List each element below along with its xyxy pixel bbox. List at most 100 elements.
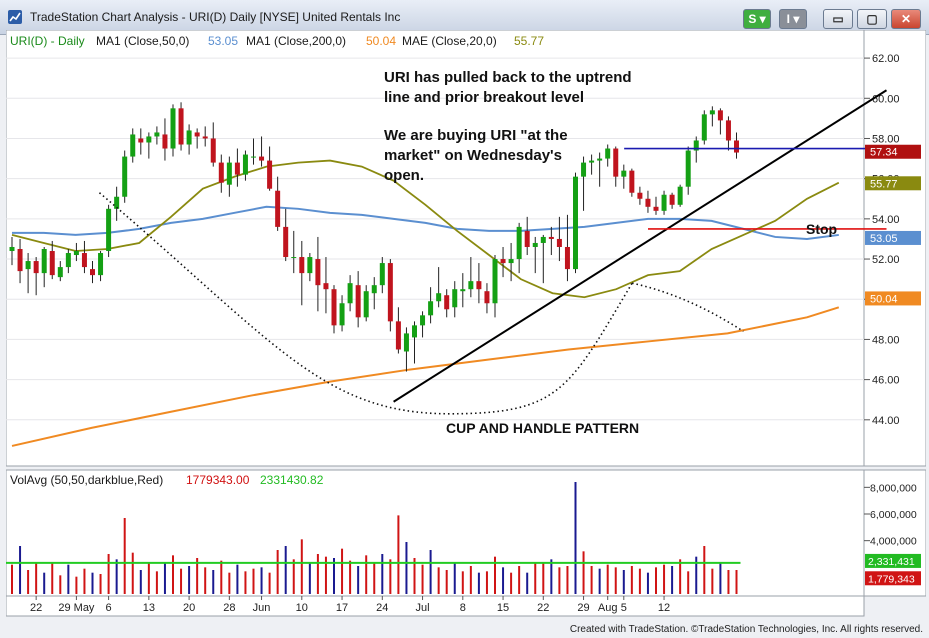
candle-body — [484, 291, 490, 304]
legend-mae-value: 55.77 — [514, 34, 544, 48]
ma200-value-badge-bg — [865, 291, 921, 306]
date-tick-label: 22 — [30, 602, 42, 614]
candle-body — [725, 120, 731, 141]
candle-body — [146, 136, 152, 143]
price-tick-label: 54.00 — [872, 214, 900, 226]
candle-body — [194, 132, 200, 137]
candle-body — [25, 261, 31, 270]
candle-body — [508, 259, 514, 264]
candle-body — [9, 246, 15, 252]
candle-body — [564, 246, 570, 270]
candle-body — [669, 194, 675, 205]
candle-body — [73, 251, 79, 256]
candle-body — [460, 289, 466, 292]
candle-body — [379, 263, 385, 286]
date-axis-ticks: 22 29 May 6 13 20 28 Jun 10 17 24 Jul 8 15 22 29 Aug 5 12 — [30, 596, 670, 614]
candle-body — [645, 198, 651, 207]
close-icon: ✕ — [900, 12, 912, 26]
annotation-buy-line1: We are buying URI "at the — [384, 127, 568, 144]
date-tick-label: 20 — [183, 602, 195, 614]
date-tick-label: 17 — [336, 602, 348, 614]
candle-body — [81, 253, 87, 268]
candle-body — [420, 315, 426, 326]
date-tick-label: 10 — [296, 602, 308, 614]
annotation-pullback-line2: line and prior breakout level — [384, 89, 584, 106]
candle-body — [524, 230, 530, 247]
mae-value-badge: 55.77 — [870, 178, 898, 190]
candle-body — [387, 263, 393, 322]
candle-body — [291, 257, 297, 259]
indicator-button[interactable]: I ▾ — [779, 9, 807, 29]
candle-body — [57, 267, 63, 278]
volume-avg-badge-bg — [865, 553, 921, 568]
legend-symbol: URI(D) - Daily — [10, 34, 85, 48]
price-axis-area — [863, 30, 926, 467]
trendline-drawings — [98, 89, 888, 415]
candle-body — [540, 236, 546, 243]
candle-body — [412, 325, 417, 338]
candle-body — [299, 257, 305, 274]
candle-body — [371, 285, 377, 294]
date-tick-label: 24 — [376, 602, 388, 614]
ma50-value-badge-bg — [865, 230, 921, 245]
minimize-button[interactable]: ▭ — [823, 9, 853, 29]
price-tick-label: 44.00 — [872, 415, 900, 427]
tradestation-logo-icon — [8, 10, 22, 24]
volume-pane[interactable] — [6, 469, 865, 597]
date-tick-label: 15 — [497, 602, 509, 614]
price-pane[interactable] — [6, 30, 865, 467]
candle-body — [468, 281, 474, 290]
maximize-icon: ▢ — [866, 12, 878, 26]
price-volume-chart[interactable]: 62.0060.0058.0056.0054.0052.0050.0048.00… — [6, 30, 926, 624]
candle-body — [347, 283, 353, 304]
window-title: TradeStation Chart Analysis - URI(D) Dai… — [30, 10, 401, 24]
candle-body — [259, 156, 265, 161]
legend-mae-label: MAE (Close,20,0) — [402, 34, 497, 48]
last-value-badges: 57.34 55.77 53.05 50.04 2,331,431 1,779,343 — [865, 144, 921, 586]
candle-body — [106, 208, 112, 252]
candle-body — [202, 136, 208, 139]
candle-body — [717, 110, 723, 121]
volume-tick-label: 4,000,000 — [870, 536, 917, 548]
candle-body — [114, 196, 120, 209]
handle-curve — [631, 282, 744, 333]
date-tick-label: 13 — [143, 602, 155, 614]
mae-value-badge-bg — [865, 176, 921, 191]
legend-ma200-label: MA1 (Close,200,0) — [246, 34, 346, 48]
candle-body — [637, 192, 643, 199]
strategy-button[interactable]: S ▾ — [743, 9, 771, 29]
date-tick-label: 12 — [658, 602, 670, 614]
price-tick-label: 60.00 — [872, 93, 900, 105]
candle-body — [677, 186, 683, 205]
volume-last-badge-bg — [865, 571, 921, 586]
candle-body — [267, 160, 273, 189]
candle-body — [581, 162, 587, 177]
date-axis-area — [6, 595, 865, 617]
legend-ma200-value: 50.04 — [366, 34, 396, 48]
volume-tick-label: 6,000,000 — [870, 509, 917, 521]
candle-body — [49, 251, 55, 276]
date-tick-label: 28 — [223, 602, 235, 614]
volume-legend-label: VolAvg (50,50,darkblue,Red) — [10, 473, 163, 487]
candle-body — [242, 154, 248, 175]
legend-ma50-label: MA1 (Close,50,0) — [96, 34, 189, 48]
strategy-button-label: S — [748, 12, 757, 26]
candle-body — [476, 281, 482, 290]
candle-body — [548, 236, 554, 239]
date-tick-label: Jul — [416, 602, 430, 614]
annotation-buy-line3: open. — [384, 167, 424, 184]
candle-body — [33, 261, 39, 274]
candle-body — [226, 162, 232, 185]
maximize-button[interactable]: ▢ — [857, 9, 887, 29]
candle-body — [218, 162, 224, 183]
candle-body — [701, 114, 707, 141]
volume-axis-ticks: 8,000,000 6,000,000 4,000,000 — [864, 482, 917, 548]
candle-body — [629, 170, 635, 193]
candle-body — [621, 170, 627, 177]
volume-legend-value1: 1779343.00 — [186, 473, 250, 487]
volume-avg-badge: 2,331,431 — [868, 556, 915, 568]
date-tick-label: Aug — [598, 602, 618, 614]
candle-body — [17, 249, 23, 272]
close-button[interactable]: ✕ — [891, 9, 921, 29]
grid-lines — [6, 57, 864, 421]
